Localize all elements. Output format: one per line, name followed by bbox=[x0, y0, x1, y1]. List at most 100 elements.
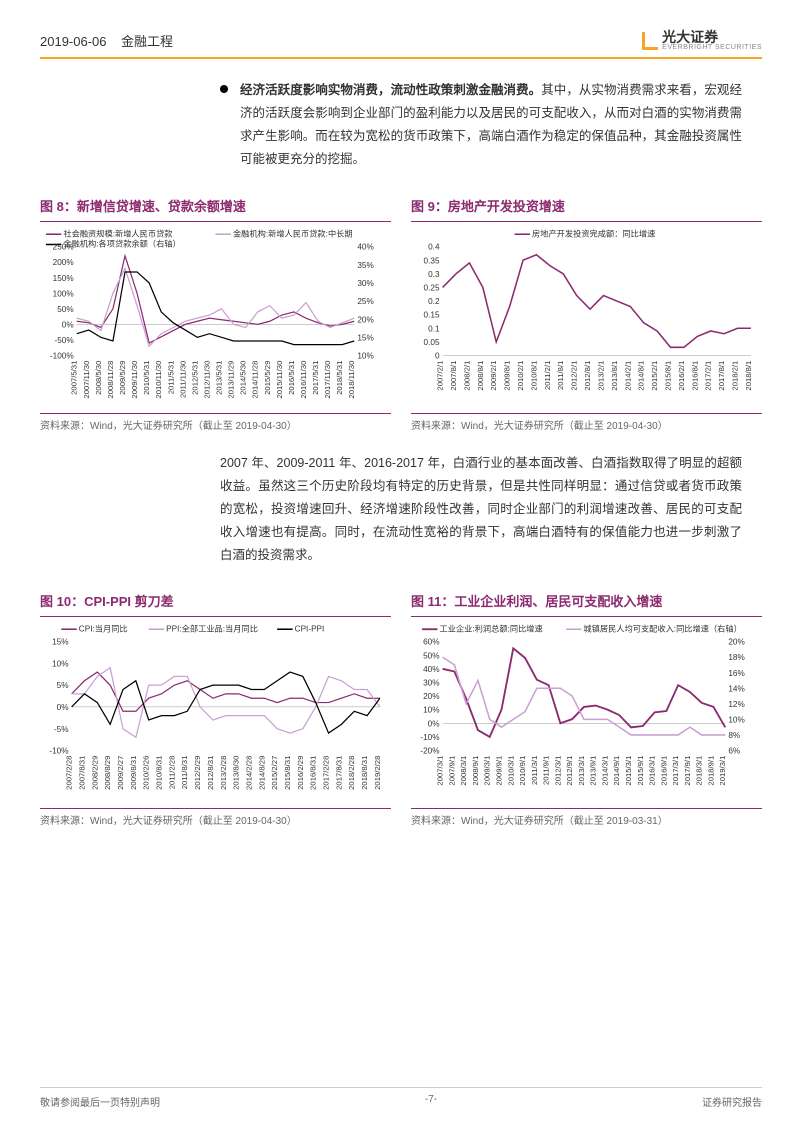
svg-text:-20%: -20% bbox=[420, 747, 440, 756]
chart-9-source: 资料来源：Wind，光大证券研究所（截止至 2019-04-30） bbox=[411, 413, 762, 432]
svg-text:2018/2/28: 2018/2/28 bbox=[347, 756, 356, 790]
svg-text:2012/3/1: 2012/3/1 bbox=[553, 756, 562, 786]
svg-text:2018/9/1: 2018/9/1 bbox=[706, 756, 715, 786]
svg-text:30%: 30% bbox=[423, 679, 440, 688]
chart-10-title: 图 10：CPI-PPI 剪刀差 bbox=[40, 591, 391, 610]
svg-text:25%: 25% bbox=[357, 297, 374, 306]
svg-text:2009/5/29: 2009/5/29 bbox=[118, 360, 127, 394]
svg-text:-100%: -100% bbox=[50, 351, 74, 360]
header-category: 金融工程 bbox=[121, 34, 173, 49]
svg-text:5%: 5% bbox=[57, 681, 70, 690]
svg-text:2018/11/30: 2018/11/30 bbox=[347, 360, 356, 398]
svg-text:金融机构:各项贷款余额（右轴）: 金融机构:各项贷款余额（右轴） bbox=[63, 238, 180, 248]
svg-text:2010/3/1: 2010/3/1 bbox=[506, 756, 515, 786]
svg-text:PPI:全部工业品:当月同比: PPI:全部工业品:当月同比 bbox=[166, 623, 258, 633]
company-logo: 光大证券 EVERBRIGHT SECURITIES bbox=[642, 30, 762, 51]
svg-text:2013/2/1: 2013/2/1 bbox=[596, 360, 605, 390]
svg-text:2018/3/1: 2018/3/1 bbox=[695, 756, 704, 786]
svg-text:0.3: 0.3 bbox=[428, 269, 440, 278]
svg-text:-50%: -50% bbox=[54, 336, 74, 345]
svg-text:2015/11/30: 2015/11/30 bbox=[275, 360, 284, 398]
chart-11-plot: 工业企业:利润总额:同比增速城镇居民人均可支配收入:同比增速（右轴）-20%-1… bbox=[411, 616, 762, 806]
svg-text:2011/2/1: 2011/2/1 bbox=[543, 360, 552, 389]
chart-10: 图 10：CPI-PPI 剪刀差 CPI:当月同比 PPI:全部工业品:当月同比 C… bbox=[40, 591, 391, 827]
svg-text:15%: 15% bbox=[357, 333, 374, 342]
svg-text:2017/2/1: 2017/2/1 bbox=[704, 360, 713, 390]
svg-text:2013/8/30: 2013/8/30 bbox=[232, 756, 241, 790]
svg-text:2014/2/28: 2014/2/28 bbox=[244, 756, 253, 790]
charts-row-2: 图 10：CPI-PPI 剪刀差 CPI:当月同比 PPI:全部工业品:当月同比 C… bbox=[40, 591, 762, 827]
svg-text:2015/9/1: 2015/9/1 bbox=[636, 756, 645, 786]
svg-text:2014/8/29: 2014/8/29 bbox=[257, 756, 266, 790]
svg-text:2010/11/30: 2010/11/30 bbox=[154, 360, 163, 398]
bullet-bold: 经济活跃度影响实物消费，流动性政策刺激金融消费。 bbox=[240, 83, 541, 97]
bullet-paragraph-1: 经济活跃度影响实物消费，流动性政策刺激金融消费。其中，从实物消费需求来看，宏观经… bbox=[220, 79, 742, 172]
svg-text:30%: 30% bbox=[357, 278, 374, 287]
svg-text:2011/8/1: 2011/8/1 bbox=[556, 360, 565, 389]
svg-text:2018/2/1: 2018/2/1 bbox=[731, 360, 740, 390]
svg-text:2013/2/28: 2013/2/28 bbox=[219, 756, 228, 790]
svg-text:2015/5/29: 2015/5/29 bbox=[263, 360, 272, 394]
svg-text:2008/5/30: 2008/5/30 bbox=[94, 360, 103, 394]
svg-text:2014/3/1: 2014/3/1 bbox=[600, 756, 609, 786]
bullet-icon bbox=[220, 85, 228, 93]
svg-text:2008/8/1: 2008/8/1 bbox=[476, 360, 485, 390]
svg-text:2010/8/31: 2010/8/31 bbox=[155, 756, 164, 790]
svg-text:2014/5/30: 2014/5/30 bbox=[239, 360, 248, 394]
svg-text:2010/2/1: 2010/2/1 bbox=[516, 360, 525, 390]
svg-text:2015/3/1: 2015/3/1 bbox=[624, 756, 633, 786]
svg-text:2012/11/30: 2012/11/30 bbox=[202, 360, 211, 398]
svg-text:15%: 15% bbox=[52, 638, 69, 647]
svg-text:200%: 200% bbox=[53, 258, 75, 267]
svg-text:2008/11/28: 2008/11/28 bbox=[106, 360, 115, 398]
svg-text:2018/8/1: 2018/8/1 bbox=[744, 360, 753, 390]
footer-center: -7- bbox=[425, 1094, 437, 1109]
svg-text:6%: 6% bbox=[728, 747, 741, 756]
svg-text:0.1: 0.1 bbox=[428, 324, 440, 333]
svg-text:2008/2/29: 2008/2/29 bbox=[90, 756, 99, 790]
svg-text:2011/2/28: 2011/2/28 bbox=[167, 756, 176, 790]
page-footer: 敬请参阅最后一页特别声明 -7- 证券研究报告 bbox=[40, 1087, 762, 1109]
svg-text:2013/3/1: 2013/3/1 bbox=[577, 756, 586, 786]
svg-text:2010/2/26: 2010/2/26 bbox=[142, 756, 151, 790]
svg-text:150%: 150% bbox=[53, 273, 75, 282]
chart-8-title: 图 8：新增信贷增速、贷款余额增速 bbox=[40, 196, 391, 215]
svg-text:100%: 100% bbox=[53, 289, 75, 298]
svg-text:2010/5/31: 2010/5/31 bbox=[142, 360, 151, 394]
svg-text:0: 0 bbox=[435, 351, 440, 360]
chart-8: 图 8：新增信贷增速、贷款余额增速 社会融资规模:新增人民币贷款金融机构:新增人… bbox=[40, 196, 391, 432]
chart-9: 图 9：房地产开发投资增速 房地产开发投资完成额：同比增速00.050.10.1… bbox=[411, 196, 762, 432]
svg-text:2012/2/29: 2012/2/29 bbox=[193, 756, 202, 790]
svg-text:0.05: 0.05 bbox=[424, 337, 440, 346]
svg-text:2016/11/30: 2016/11/30 bbox=[299, 360, 308, 398]
svg-text:2011/11/30: 2011/11/30 bbox=[178, 360, 187, 397]
svg-text:0.4: 0.4 bbox=[428, 242, 440, 251]
chart-8-source: 资料来源：Wind，光大证券研究所（截止至 2019-04-30） bbox=[40, 413, 391, 432]
svg-text:CPI:当月同比: CPI:当月同比 bbox=[79, 623, 128, 633]
svg-text:2007/9/1: 2007/9/1 bbox=[447, 756, 456, 786]
svg-text:2013/9/1: 2013/9/1 bbox=[589, 756, 598, 786]
svg-text:2017/8/1: 2017/8/1 bbox=[717, 360, 726, 390]
svg-text:2008/2/1: 2008/2/1 bbox=[462, 360, 471, 390]
svg-text:-10%: -10% bbox=[49, 747, 69, 756]
svg-text:2014/2/1: 2014/2/1 bbox=[623, 360, 632, 390]
svg-text:城镇居民人均可支配收入:同比增速（右轴）: 城镇居民人均可支配收入:同比增速（右轴） bbox=[583, 623, 741, 633]
svg-text:2014/8/1: 2014/8/1 bbox=[637, 360, 646, 390]
svg-text:50%: 50% bbox=[57, 304, 74, 313]
svg-text:2016/5/31: 2016/5/31 bbox=[287, 360, 296, 394]
svg-text:2017/2/28: 2017/2/28 bbox=[322, 756, 331, 790]
svg-text:60%: 60% bbox=[423, 638, 440, 647]
svg-text:2016/2/1: 2016/2/1 bbox=[677, 360, 686, 390]
svg-text:2009/11/30: 2009/11/30 bbox=[130, 360, 139, 398]
header-date: 2019-06-06 bbox=[40, 34, 107, 49]
footer-right: 证券研究报告 bbox=[702, 1094, 762, 1109]
svg-text:2011/3/1: 2011/3/1 bbox=[530, 756, 539, 785]
svg-text:-5%: -5% bbox=[54, 725, 69, 734]
svg-text:CPI-PPI: CPI-PPI bbox=[295, 624, 325, 633]
svg-text:2007/8/31: 2007/8/31 bbox=[77, 756, 86, 790]
chart-9-title: 图 9：房地产开发投资增速 bbox=[411, 196, 762, 215]
svg-text:2014/9/1: 2014/9/1 bbox=[612, 756, 621, 786]
company-name-en: EVERBRIGHT SECURITIES bbox=[662, 44, 762, 51]
logo-icon bbox=[642, 32, 658, 50]
bullet-text: 经济活跃度影响实物消费，流动性政策刺激金融消费。其中，从实物消费需求来看，宏观经… bbox=[240, 79, 742, 172]
